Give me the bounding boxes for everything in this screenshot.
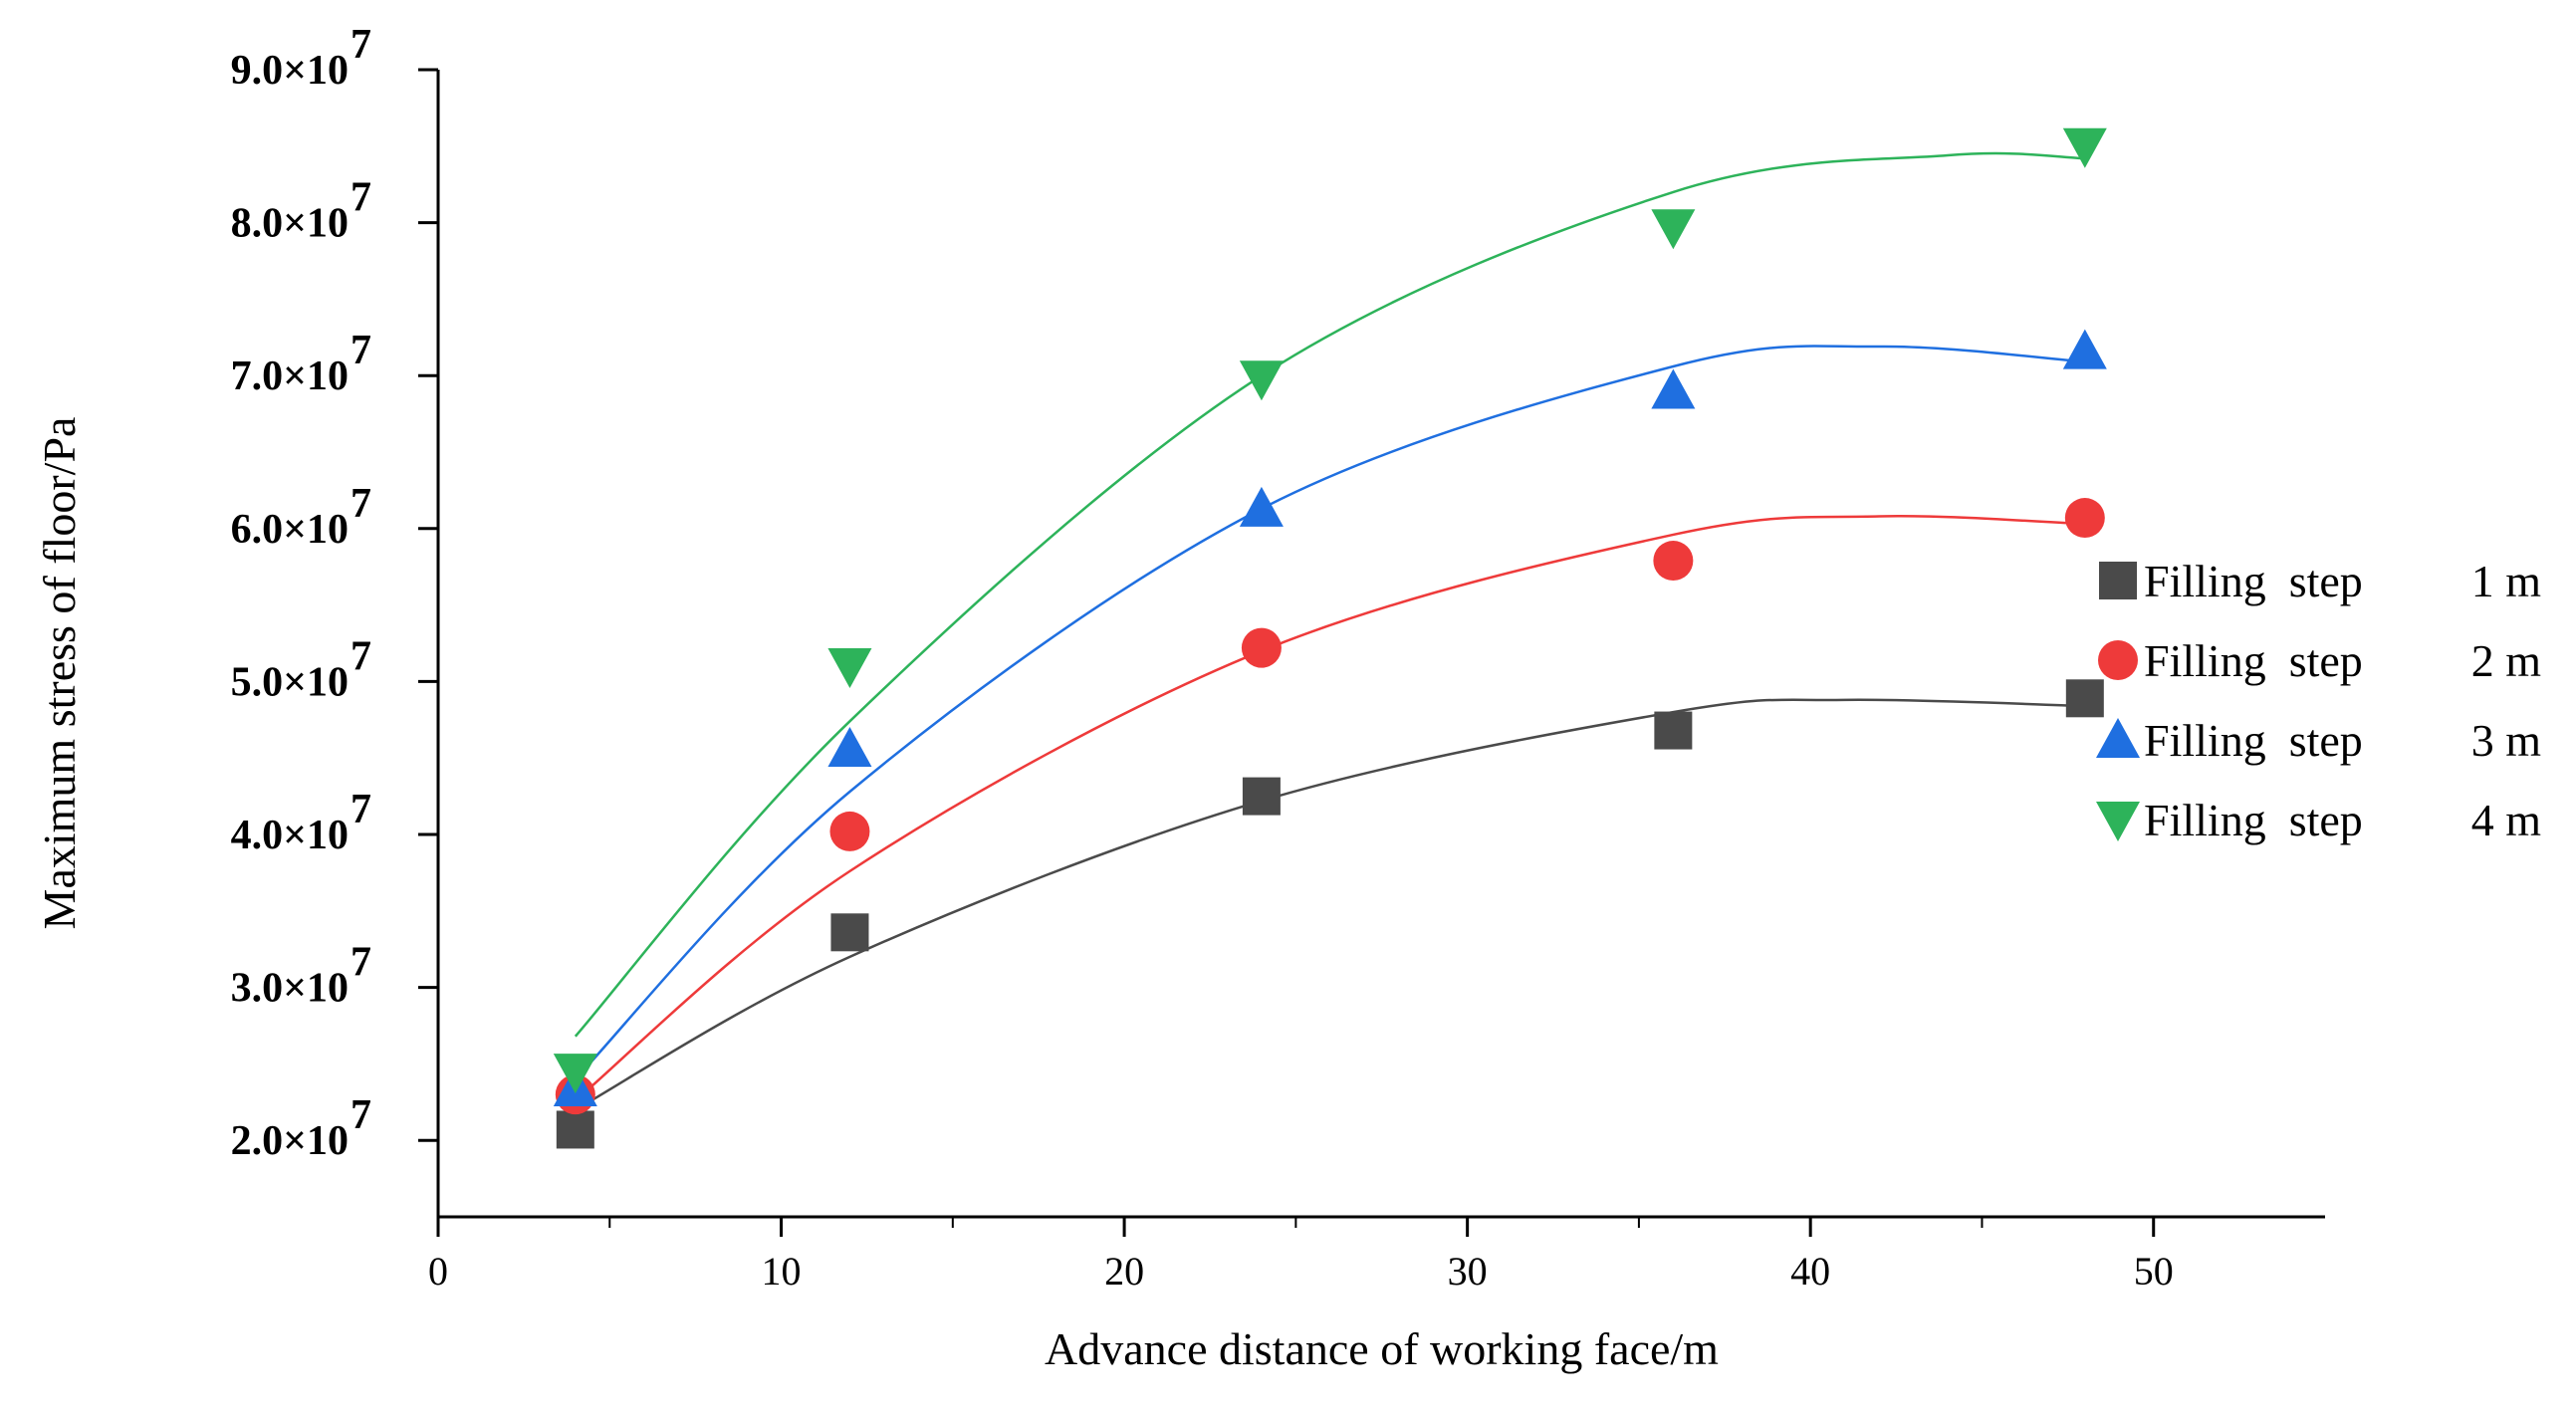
data-point-series-3 xyxy=(827,726,872,767)
legend-label-3: Filling step xyxy=(2144,715,2363,766)
fit-line-series-4 xyxy=(574,151,2085,1038)
x-tick-label: 10 xyxy=(762,1249,802,1294)
y-tick-exponent: 7 xyxy=(351,328,371,373)
data-point-series-1 xyxy=(1242,777,1281,816)
legend-value-2: 2 m xyxy=(2471,635,2542,686)
x-tick-label: 30 xyxy=(1448,1249,1488,1294)
data-point-series-3 xyxy=(1239,486,1284,527)
data-point-series-2 xyxy=(1653,541,1694,582)
y-tick-label: 9.0×10 xyxy=(231,48,349,94)
chart-fit-lines xyxy=(574,151,2085,1111)
y-tick-exponent: 7 xyxy=(351,787,371,832)
data-point-series-1 xyxy=(556,1110,594,1149)
legend-value-3: 3 m xyxy=(2471,715,2542,766)
y-tick-exponent: 7 xyxy=(351,1092,371,1138)
legend-label-1: Filling step xyxy=(2144,556,2363,606)
y-tick-label: 8.0×10 xyxy=(231,201,349,247)
y-tick-exponent: 7 xyxy=(351,175,371,221)
data-point-series-4 xyxy=(553,1054,597,1094)
legend-label-4: Filling step xyxy=(2144,795,2363,845)
data-point-series-3 xyxy=(1651,368,1696,409)
legend-marker-1 xyxy=(2099,562,2137,599)
fit-line-series-1 xyxy=(575,698,2085,1111)
y-axis-title: Maximum stress of floor/Pa xyxy=(34,417,85,930)
legend-marker-2 xyxy=(2098,640,2138,680)
data-point-series-4 xyxy=(1239,360,1284,401)
data-point-series-1 xyxy=(830,913,869,952)
data-point-series-4 xyxy=(827,648,872,689)
x-tick-label: 20 xyxy=(1104,1249,1144,1294)
data-point-series-1 xyxy=(1654,711,1693,750)
legend-label-2: Filling step xyxy=(2144,635,2363,686)
x-axis-title: Advance distance of working face/m xyxy=(1045,1323,1719,1374)
legend-value-4: 4 m xyxy=(2471,795,2542,845)
data-point-series-4 xyxy=(1651,209,1696,250)
fit-line-series-2 xyxy=(575,515,2085,1102)
chart-data-points xyxy=(553,127,2107,1149)
data-point-series-2 xyxy=(1241,627,1282,668)
legend-marker-4 xyxy=(2096,802,2140,841)
chart-axes: 0 10 20 30 40 502.0×1073.0×1074.0×1075.0×1076… xyxy=(231,22,2325,1294)
x-tick-label: 40 xyxy=(1790,1249,1830,1294)
data-point-series-4 xyxy=(2062,127,2107,168)
y-tick-label: 4.0×10 xyxy=(231,813,349,858)
x-tick-label: 0 xyxy=(428,1249,448,1294)
y-tick-exponent: 7 xyxy=(351,481,371,527)
y-tick-label: 5.0×10 xyxy=(231,659,349,705)
y-tick-exponent: 7 xyxy=(351,940,371,986)
y-tick-label: 2.0×10 xyxy=(231,1118,349,1164)
data-point-series-1 xyxy=(2065,679,2104,718)
chart-legend: Filling step 1 m Filling step 2 m Filling st… xyxy=(2096,556,2541,845)
legend-value-1: 1 m xyxy=(2471,556,2542,606)
y-tick-label: 7.0×10 xyxy=(231,354,349,399)
legend-marker-3 xyxy=(2096,718,2140,758)
data-point-series-3 xyxy=(2062,329,2107,369)
y-tick-exponent: 7 xyxy=(351,633,371,679)
data-point-series-2 xyxy=(829,811,870,851)
y-tick-label: 3.0×10 xyxy=(231,966,349,1012)
data-point-series-2 xyxy=(2064,498,2105,539)
y-tick-label: 6.0×10 xyxy=(231,507,349,553)
x-tick-label: 50 xyxy=(2134,1249,2174,1294)
y-tick-exponent: 7 xyxy=(351,22,371,68)
fit-line-series-3 xyxy=(574,345,2085,1080)
